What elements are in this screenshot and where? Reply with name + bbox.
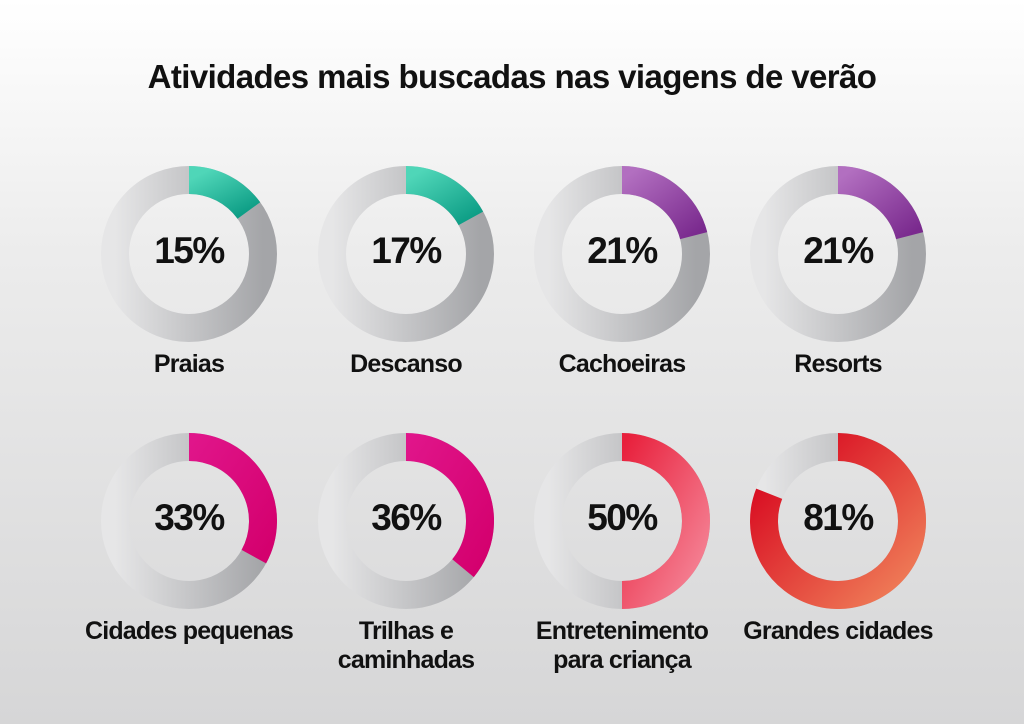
percentage-label: 33%	[154, 497, 225, 538]
donut-ring	[534, 433, 710, 609]
category-label: Praias	[153, 350, 225, 378]
donut-item: 50% Entretenimento para criança	[512, 433, 732, 703]
donut-segment	[750, 433, 926, 609]
donut-item: 15% Praias	[79, 166, 299, 436]
percentage-label: 21%	[803, 230, 874, 271]
donut-ring	[534, 166, 710, 342]
donut-segment	[621, 166, 708, 240]
donut-segment	[188, 166, 261, 220]
category-label: Grandes cidades	[743, 617, 933, 645]
donut-ring	[750, 166, 926, 342]
percentage-label: 21%	[587, 230, 658, 271]
percentage-label: 36%	[371, 497, 442, 538]
percentage-label: 15%	[154, 230, 225, 271]
donut-item: 81% Grandes cidades	[728, 433, 948, 703]
donut-ring	[750, 433, 926, 609]
donut-item: 36% Trilhas e caminhadas	[296, 433, 516, 703]
donut-segment	[621, 433, 710, 609]
percentage-label: 17%	[371, 230, 442, 271]
donut-ring	[318, 433, 494, 609]
donut-ring	[101, 166, 277, 342]
donut-ring	[318, 166, 494, 342]
donut-item: 17% Descanso	[296, 166, 516, 436]
category-label: Entretenimento para criança	[535, 617, 709, 674]
category-label: Cidades pequenas	[84, 617, 294, 645]
category-label: Cachoeiras	[558, 350, 687, 378]
percentage-label: 81%	[803, 497, 874, 538]
donut-item: 21% Resorts	[728, 166, 948, 436]
category-label: Descanso	[350, 350, 463, 378]
category-label: Resorts	[794, 350, 882, 378]
donut-ring	[101, 433, 277, 609]
donut-item: 21% Cachoeiras	[512, 166, 732, 436]
chart-title: Atividades mais buscadas nas viagens de …	[147, 58, 877, 95]
donut-segment	[188, 433, 277, 564]
percentage-label: 50%	[587, 497, 658, 538]
donut-item: 33% Cidades pequenas	[79, 433, 299, 703]
donut-segment	[837, 166, 924, 240]
donut-segment	[405, 166, 484, 226]
category-label: Trilhas e caminhadas	[337, 617, 475, 674]
donut-segment	[405, 433, 494, 578]
